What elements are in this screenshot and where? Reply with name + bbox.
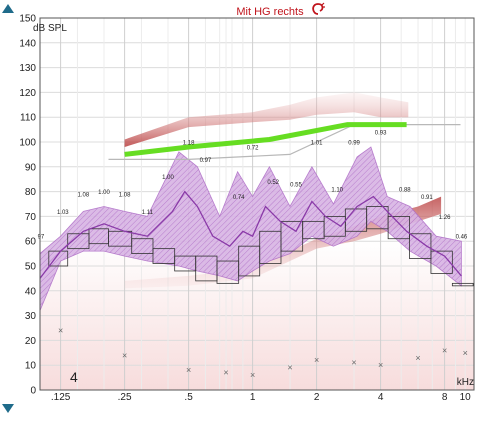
threshold-marker: × <box>463 348 468 358</box>
step-box <box>430 250 453 274</box>
step-box <box>387 215 410 240</box>
data-label: 0.52 <box>267 180 279 186</box>
data-label: 1.08 <box>78 193 90 199</box>
corner-label: 4 <box>70 369 78 385</box>
x-tick-label: 4 <box>378 392 384 403</box>
lower-band <box>124 196 442 289</box>
y-tick-label: 60 <box>25 237 37 248</box>
y-tick-label: 120 <box>19 88 36 99</box>
ltass-line <box>39 190 462 279</box>
data-label: 1.00 <box>162 175 174 181</box>
series <box>39 122 474 287</box>
x-tick-label: .5 <box>184 392 193 403</box>
y-tick-label: 40 <box>25 286 37 297</box>
step-box <box>131 238 154 255</box>
chart-title: Mit HG rechts <box>236 6 304 18</box>
data-label: 0.72 <box>247 145 259 151</box>
data-label: 0.99 <box>348 140 360 146</box>
ucl-band <box>124 92 409 147</box>
triangle-down-icon[interactable] <box>2 404 14 413</box>
threshold-marker: × <box>314 355 319 365</box>
data-label: 0.74 <box>233 195 245 201</box>
y-tick-label: 0 <box>30 386 36 397</box>
data-label: 97 <box>38 235 45 241</box>
data-label: 1.11 <box>142 210 154 216</box>
data-labels: 97 1.03 1.08 1.00 1.08 1.11 1.00 1.18 0.97 0.74 0.… <box>38 131 468 241</box>
ear-icon <box>312 2 325 15</box>
target-line <box>124 122 407 157</box>
data-label: 1.03 <box>57 210 69 216</box>
y-tick-label: 20 <box>25 336 37 347</box>
x-tick-label: 2 <box>314 392 320 403</box>
data-label: 0.46 <box>456 235 468 241</box>
x-tick-label: .125 <box>51 392 71 403</box>
y-tick-label: 50 <box>25 262 37 273</box>
x-axis-label: kHz <box>457 377 474 388</box>
data-label: 0.97 <box>200 158 212 164</box>
threshold-marker: × <box>250 370 255 380</box>
plot-area: 97 1.03 1.08 1.00 1.08 1.11 1.00 1.18 0.97 0.74 0.… <box>38 17 475 391</box>
y-tick-label: 90 <box>25 162 37 173</box>
y-tick-label: 30 <box>25 311 37 322</box>
y-axis: 0 10 20 30 40 50 60 70 80 90 100 110 120 130 140 150 <box>19 14 36 397</box>
y-tick-label: 110 <box>20 113 36 124</box>
ear-icon-waves <box>321 2 325 8</box>
threshold-marker: × <box>223 368 228 378</box>
threshold-marker: × <box>287 363 292 373</box>
triangle-up-icon[interactable] <box>2 4 14 13</box>
x-tick-label: .25 <box>118 392 132 403</box>
step-box <box>48 250 69 267</box>
threshold-marker: × <box>351 358 356 368</box>
y-tick-label: 150 <box>19 14 36 25</box>
plot-border <box>39 17 475 391</box>
ear-icon-shape <box>312 3 324 15</box>
y-tick-label: 70 <box>25 212 37 223</box>
data-label: 1.26 <box>439 215 451 221</box>
data-label: 1.10 <box>331 188 343 194</box>
threshold-marker: × <box>378 360 383 370</box>
y-axis-label: dB SPL <box>33 23 67 34</box>
threshold-marker: × <box>442 345 447 355</box>
data-label: 1.01 <box>311 140 323 146</box>
step-box <box>409 233 432 259</box>
x-tick-label: 8 <box>442 392 448 403</box>
y-tick-label: 140 <box>19 38 36 49</box>
data-label: 1.00 <box>98 190 110 196</box>
data-label: 0.55 <box>290 183 302 189</box>
data-label: 1.18 <box>183 140 195 146</box>
data-label: 0.93 <box>375 131 387 137</box>
y-tick-label: 130 <box>19 63 36 74</box>
y-tick-label: 10 <box>25 361 37 372</box>
data-label: 0.88 <box>399 188 411 194</box>
data-label: 1.08 <box>119 193 131 199</box>
x-axis: .125 .25 .5 1 2 4 8 10 <box>51 392 471 403</box>
threshold-marker: × <box>186 365 191 375</box>
threshold-markers: × × × × × × × × × × × × <box>58 325 468 380</box>
threshold-marker: × <box>122 350 127 360</box>
x-tick-label: 1 <box>250 392 256 403</box>
data-label: 0.91 <box>421 195 433 201</box>
y-tick-label: 100 <box>19 138 36 149</box>
threshold-marker: × <box>415 353 420 363</box>
threshold-marker: × <box>58 325 63 335</box>
x-tick-label: 10 <box>460 392 472 403</box>
step-box <box>451 282 474 287</box>
y-tick-label: 80 <box>25 187 37 198</box>
